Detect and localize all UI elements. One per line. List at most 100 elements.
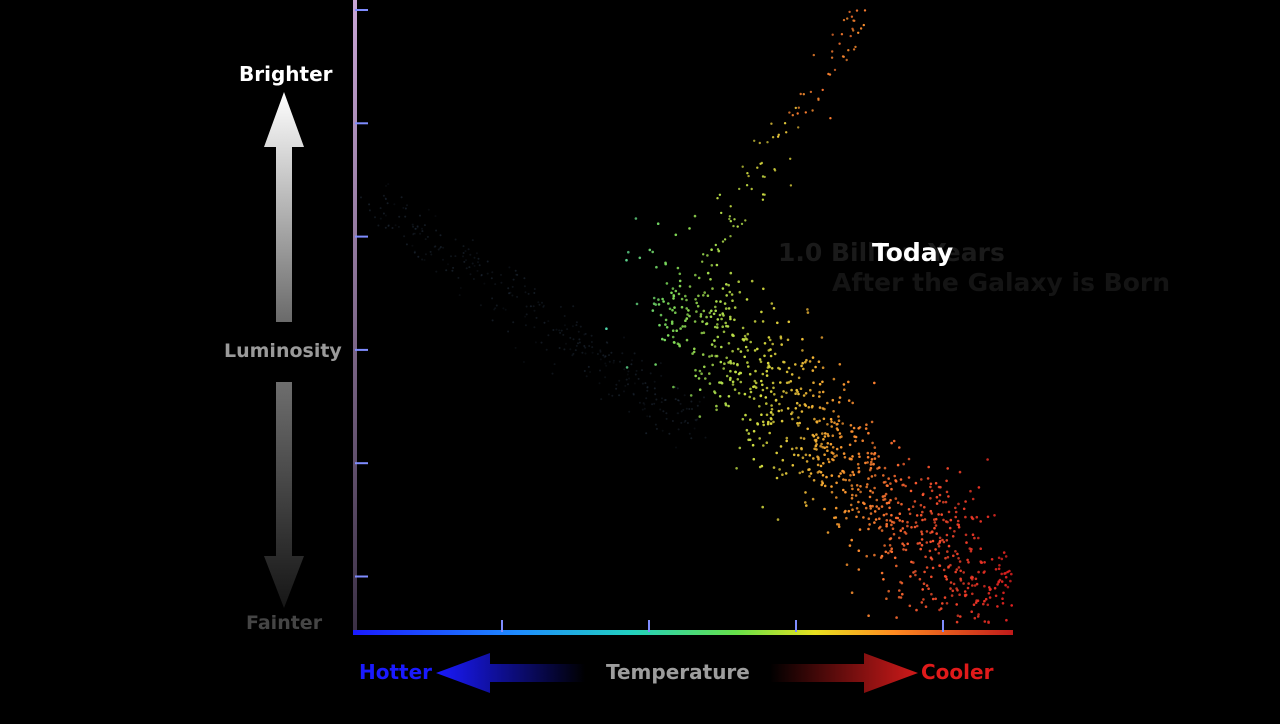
star-point — [738, 290, 742, 294]
star-point — [901, 527, 905, 530]
star-point — [988, 586, 991, 589]
star-point — [727, 361, 730, 364]
star-point — [956, 552, 959, 556]
star-point — [818, 406, 822, 409]
star-point — [765, 374, 769, 377]
star-point — [907, 508, 911, 511]
star-point — [951, 535, 955, 538]
star-point — [398, 215, 401, 218]
star-point — [838, 436, 842, 439]
star-point — [713, 325, 717, 329]
star-point — [977, 570, 980, 574]
star-point — [767, 364, 771, 367]
star-point — [694, 374, 697, 378]
star-point — [491, 271, 494, 274]
star-point — [794, 407, 798, 410]
star-point — [677, 399, 680, 402]
star-point — [997, 556, 1001, 560]
star-point — [785, 439, 788, 443]
star-point — [688, 432, 691, 435]
star-point — [727, 283, 730, 287]
star-point — [729, 359, 732, 363]
star-point — [659, 362, 662, 365]
star-point — [713, 391, 717, 395]
star-point — [890, 547, 893, 550]
star-point — [756, 347, 759, 351]
star-point — [877, 526, 881, 530]
star-point — [807, 406, 811, 409]
star-point — [943, 596, 947, 599]
star-point — [642, 402, 645, 405]
star-point — [835, 447, 839, 451]
star-point — [741, 417, 745, 421]
star-point — [833, 421, 836, 425]
star-point — [495, 304, 498, 307]
hotter-arrow-icon — [436, 653, 585, 693]
star-point — [919, 503, 923, 507]
star-point — [382, 194, 385, 197]
star-point — [382, 212, 385, 215]
star-point — [823, 453, 826, 457]
star-point — [884, 550, 888, 554]
star-point — [797, 106, 800, 109]
star-point — [867, 477, 870, 480]
star-point — [677, 292, 681, 296]
star-point — [777, 133, 780, 136]
star-point — [868, 495, 872, 499]
star-point — [822, 462, 825, 465]
star-point — [584, 346, 587, 349]
star-point — [869, 504, 872, 508]
star-point — [762, 444, 765, 447]
star-point — [964, 533, 968, 537]
star-point — [977, 613, 980, 616]
star-point — [662, 410, 665, 413]
star-point — [889, 537, 893, 540]
star-point — [638, 256, 642, 260]
star-point — [417, 255, 420, 258]
star-point — [935, 532, 938, 535]
star-point — [848, 478, 851, 482]
star-point — [800, 410, 804, 413]
star-point — [727, 404, 730, 408]
star-point — [929, 509, 933, 513]
star-point — [761, 198, 765, 201]
star-point — [821, 474, 825, 477]
star-point — [655, 398, 658, 401]
star-point — [966, 558, 969, 562]
star-point — [478, 264, 481, 267]
star-point — [952, 554, 955, 558]
star-point — [537, 301, 540, 304]
star-point — [909, 575, 912, 578]
star-point — [633, 382, 636, 385]
star-point — [902, 548, 905, 551]
star-point — [901, 483, 904, 487]
star-point — [706, 254, 709, 257]
star-point — [741, 165, 744, 168]
star-point — [721, 287, 725, 290]
star-point — [697, 377, 701, 380]
star-point — [423, 224, 426, 227]
star-point — [709, 278, 712, 281]
star-point — [680, 410, 683, 413]
hotter-label: Hotter — [359, 660, 433, 684]
star-point — [994, 568, 998, 571]
star-point — [779, 381, 782, 384]
star-point — [921, 518, 924, 522]
star-point — [414, 227, 417, 230]
star-point — [421, 227, 423, 230]
star-point — [776, 518, 780, 521]
star-point — [797, 453, 800, 457]
star-point — [589, 371, 592, 373]
star-point — [752, 457, 756, 461]
star-point — [578, 338, 581, 341]
star-point — [951, 589, 955, 593]
star-point — [904, 484, 907, 488]
star-point — [667, 302, 670, 305]
star-point — [885, 597, 888, 600]
star-point — [680, 305, 684, 309]
star-point — [880, 571, 884, 575]
star-point — [919, 513, 923, 517]
star-point — [651, 309, 655, 312]
star-point — [929, 482, 933, 486]
star-point — [761, 320, 765, 323]
